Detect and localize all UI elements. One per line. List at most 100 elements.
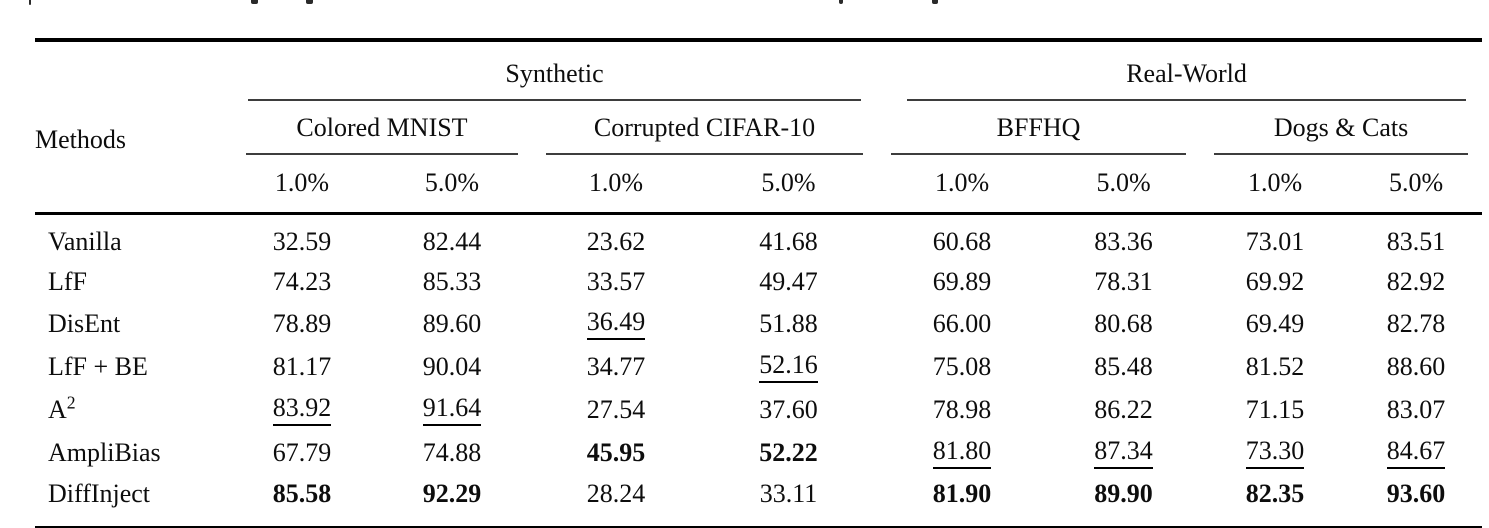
metric-value: 74.88 — [422, 437, 482, 467]
dataset-header-bffhq: BFFHQ — [877, 101, 1200, 155]
table-cell: 32.59 — [232, 214, 372, 263]
metric-value: 82.78 — [1386, 308, 1446, 338]
table-row-lff-be: LfF + BE 81.17 90.04 34.77 52.16 75.08 8… — [35, 345, 1482, 388]
method-name: AmpliBias — [48, 437, 161, 467]
dataset-label: Corrupted CIFAR-10 — [593, 113, 816, 142]
ratio-header: 5.0% — [372, 155, 532, 215]
metric-value: 23.62 — [586, 227, 646, 256]
metric-value: 78.89 — [272, 308, 332, 338]
metric-value: 89.90 — [1094, 479, 1153, 508]
method-name: DiffInject — [35, 474, 232, 528]
metric-value: 45.95 — [586, 437, 646, 467]
metric-value: 92.29 — [422, 479, 482, 508]
metric-value: 32.59 — [272, 227, 332, 256]
table-cell: 84.67 — [1350, 431, 1482, 474]
metric-value: 73.01 — [1245, 227, 1305, 256]
metric-value: 89.60 — [422, 308, 482, 338]
metric-value: 69.49 — [1245, 308, 1305, 338]
ratio-header: 1.0% — [877, 155, 1048, 215]
table-cell: 82.44 — [372, 214, 532, 263]
metric-value: 80.68 — [1094, 308, 1153, 338]
metric-value: 83.07 — [1386, 394, 1446, 424]
caption-letter-fragment — [839, 0, 843, 4]
table-cell: 74.23 — [232, 262, 372, 302]
table-cell: 89.60 — [372, 302, 532, 345]
dataset-header-row: Methods Colored MNIST Corrupted CIFAR-10… — [35, 101, 1482, 155]
table-cell: 69.89 — [877, 262, 1047, 302]
table-cell: 74.88 — [372, 431, 532, 474]
dataset-label: Colored MNIST — [296, 113, 468, 142]
metric-value: 85.48 — [1094, 351, 1153, 381]
ratio-header-row: 1.0% 5.0% 1.0% 5.0% 1.0% 5.0% 1.0% 5.0% — [35, 155, 1483, 215]
table-cell: 52.16 — [700, 345, 877, 388]
metric-value: 91.64 — [422, 393, 482, 426]
table-cell: 36.49 — [532, 302, 700, 345]
metric-value: 51.88 — [759, 308, 818, 338]
ratio-header: 1.0% — [532, 155, 700, 215]
metric-value: 86.22 — [1094, 394, 1153, 424]
table-cell: 78.31 — [1047, 262, 1200, 302]
table-header: Synthetic Real-World Methods Colored MNI… — [35, 40, 1483, 215]
table-row-diffinject: DiffInject 85.58 92.29 28.24 33.11 81.90… — [35, 474, 1483, 528]
metric-value: 33.11 — [759, 479, 818, 508]
table-cell: 80.68 — [1047, 302, 1200, 345]
caption-letter-fragment — [251, 0, 258, 4]
table-cell: 34.77 — [532, 345, 700, 388]
ratio-header: 1.0% — [232, 155, 372, 215]
table-cell: 83.36 — [1047, 214, 1200, 263]
empty-corner-cell — [35, 155, 232, 215]
metric-value: 82.44 — [422, 227, 482, 256]
dataset-header-corrupted-cifar10: Corrupted CIFAR-10 — [532, 101, 877, 155]
table-cell: 83.92 — [232, 388, 372, 431]
metric-value: 83.92 — [272, 393, 332, 426]
table-cell: 28.24 — [532, 474, 700, 528]
table-cell: 33.11 — [700, 474, 878, 528]
table-cell: 73.30 — [1200, 431, 1350, 474]
metric-value: 49.47 — [759, 267, 818, 296]
table-cell: 27.54 — [532, 388, 700, 431]
dataset-header-colored-mnist: Colored MNIST — [232, 101, 532, 155]
table-cell: 86.22 — [1047, 388, 1200, 431]
metric-value: 82.92 — [1386, 267, 1446, 296]
metric-value: 69.92 — [1245, 267, 1305, 296]
metric-value: 60.68 — [932, 227, 992, 256]
table-cell: 85.58 — [232, 474, 372, 528]
table-cell: 60.68 — [877, 214, 1047, 263]
metric-value: 66.00 — [932, 308, 992, 338]
metric-value: 28.24 — [586, 479, 646, 508]
metric-value: 34.77 — [586, 351, 646, 381]
dataset-label: Dogs & Cats — [1273, 113, 1409, 142]
table-row-vanilla: Vanilla 32.59 82.44 23.62 41.68 60.68 83… — [35, 214, 1482, 263]
metric-value: 74.23 — [272, 267, 332, 296]
metric-value: 93.60 — [1386, 479, 1446, 508]
table-cell: 33.57 — [532, 262, 700, 302]
table-cell: 82.35 — [1200, 474, 1351, 528]
empty-corner-cell — [35, 40, 232, 101]
table-cell: 78.89 — [232, 302, 372, 345]
method-name: LfF + BE — [48, 351, 148, 381]
metric-value: 85.58 — [272, 479, 332, 508]
method-name: DisEnt — [48, 308, 121, 338]
table-cell: 71.15 — [1200, 388, 1350, 431]
table-cell: 85.33 — [372, 262, 532, 302]
table-cell: 83.07 — [1350, 388, 1482, 431]
table-cell: 37.60 — [700, 388, 877, 431]
ratio-header: 5.0% — [1047, 155, 1201, 215]
table-cell: 69.49 — [1200, 302, 1350, 345]
method-name: Vanilla — [48, 227, 122, 256]
metric-value: 81.17 — [272, 351, 332, 381]
metric-value: 33.57 — [586, 267, 646, 296]
table-cell: 81.17 — [232, 345, 372, 388]
table-cell: 52.22 — [700, 431, 877, 474]
table-cell: 81.52 — [1200, 345, 1350, 388]
group-label: Synthetic — [505, 59, 604, 88]
table-cell: 92.29 — [372, 474, 532, 528]
table-cell: 82.92 — [1350, 262, 1482, 302]
table-cell: 73.01 — [1200, 214, 1350, 263]
metric-value: 73.30 — [1245, 436, 1305, 469]
table-cell: 69.92 — [1200, 262, 1350, 302]
metric-value: 27.54 — [586, 394, 646, 424]
ratio-header: 5.0% — [700, 155, 878, 215]
caption-letter-fragment — [29, 0, 31, 5]
metric-value: 87.34 — [1094, 436, 1153, 469]
